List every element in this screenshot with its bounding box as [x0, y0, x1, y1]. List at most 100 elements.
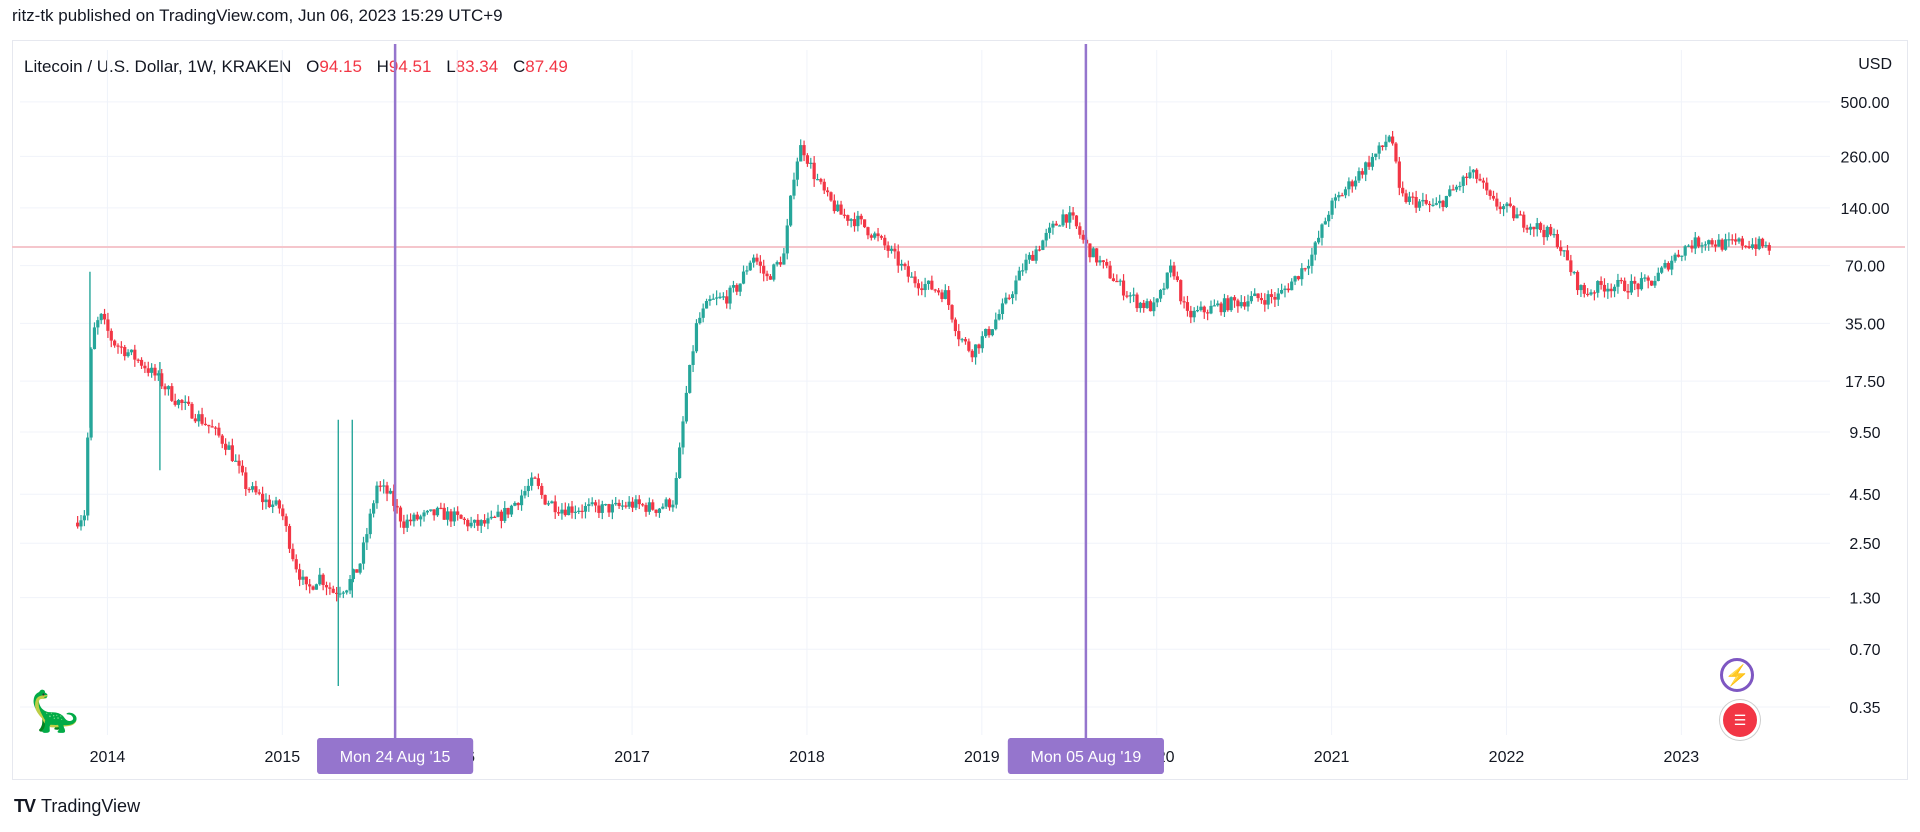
candle-body: [82, 515, 86, 521]
candle-body: [1256, 293, 1260, 299]
candle-body: [583, 505, 588, 512]
candle-body: [1074, 215, 1079, 227]
candle-body: [859, 215, 863, 220]
candle-body: [815, 179, 820, 181]
candle-body: [187, 401, 191, 404]
candle-body: [1545, 226, 1549, 238]
candle-body: [1478, 178, 1482, 181]
candle-body: [984, 328, 988, 337]
candle-body: [728, 287, 732, 304]
candle-body: [476, 519, 480, 526]
candle-body: [1636, 283, 1640, 290]
candle-body: [1095, 248, 1099, 263]
lightning-icon[interactable]: ⚡: [1720, 658, 1754, 692]
candle-body: [523, 491, 527, 496]
candle-body: [701, 308, 705, 318]
candle-body: [1720, 239, 1724, 250]
candle-body: [1243, 302, 1247, 307]
candle-body: [1417, 201, 1422, 208]
candle-body: [836, 204, 840, 212]
candle-body: [1017, 270, 1021, 281]
y-tick-label: 70.00: [1845, 259, 1885, 276]
candle-body: [119, 346, 123, 348]
candle-body: [630, 501, 635, 508]
candle-body: [486, 518, 490, 524]
candle-body: [190, 403, 194, 419]
candle-body: [1031, 254, 1035, 261]
candle-body: [1091, 248, 1095, 258]
candle-body: [1616, 279, 1620, 287]
candle-body: [1666, 263, 1670, 270]
candle-body: [341, 592, 345, 594]
candle-body: [620, 505, 625, 507]
candle-body: [86, 437, 90, 516]
candle-body: [1081, 234, 1085, 240]
candle-body: [1108, 265, 1112, 279]
low-key: L: [446, 57, 456, 76]
candle-body: [1633, 280, 1637, 284]
candle-body: [1626, 291, 1630, 293]
candle-body: [1609, 288, 1613, 292]
candle-body: [1491, 195, 1496, 199]
candle-body: [166, 386, 171, 390]
candle-body: [1303, 268, 1307, 270]
candle-body: [1229, 297, 1233, 311]
candle-body: [1347, 181, 1351, 190]
candle-body: [819, 179, 823, 182]
tradingview-brand[interactable]: TV TradingView: [14, 796, 140, 817]
candle-body: [331, 588, 335, 593]
candle-body: [715, 297, 719, 299]
candle-body: [1481, 180, 1486, 183]
candle-body: [1212, 305, 1216, 307]
candle-body: [429, 509, 433, 511]
candle-body: [382, 485, 386, 487]
candle-body: [509, 505, 514, 515]
candle-body: [143, 365, 147, 369]
candle-body: [627, 501, 631, 507]
candle-body: [977, 344, 981, 349]
candle-body: [829, 192, 833, 201]
candle-body: [1014, 280, 1018, 295]
candle-body: [224, 443, 228, 450]
candle-body: [540, 485, 544, 496]
candle-body: [207, 424, 211, 427]
candle-body: [160, 373, 164, 387]
candle-body: [1670, 260, 1674, 270]
candle-body: [1226, 298, 1230, 311]
candle-body: [862, 219, 867, 228]
candle-body: [1145, 301, 1149, 308]
date-marker-label: Mon 05 Aug '19: [1031, 749, 1142, 766]
candle-body: [953, 319, 958, 332]
candle-body: [1000, 303, 1005, 315]
candle-body: [244, 472, 248, 489]
candle-body: [1757, 238, 1761, 249]
candle-body: [1010, 294, 1015, 299]
y-tick-label: 140.00: [1841, 201, 1890, 218]
candle-body: [1508, 203, 1512, 207]
candle-body: [1182, 301, 1186, 303]
candle-body: [950, 305, 954, 320]
candle-body: [1199, 306, 1203, 311]
candle-body: [873, 233, 877, 238]
candle-body: [1195, 310, 1200, 312]
candle-body: [1411, 196, 1415, 198]
candle-body: [1727, 239, 1731, 241]
candle-body: [1327, 214, 1331, 222]
candle-body: [526, 485, 530, 492]
candle-body: [960, 339, 964, 341]
candle-body: [580, 510, 584, 512]
candle-body: [990, 329, 994, 336]
candle-body: [1330, 200, 1334, 215]
candle-body: [678, 447, 682, 479]
candle-body: [1683, 246, 1687, 256]
candle-body: [752, 257, 756, 263]
candle-body: [1051, 223, 1055, 228]
us-flag-icon[interactable]: ☰: [1720, 700, 1760, 740]
candle-body: [1599, 281, 1603, 285]
open-key: O: [306, 57, 320, 76]
candle-body: [1034, 249, 1038, 261]
candle-body: [1333, 197, 1338, 201]
candle-body: [402, 521, 406, 528]
dinosaur-icon[interactable]: 🦕: [30, 690, 80, 734]
